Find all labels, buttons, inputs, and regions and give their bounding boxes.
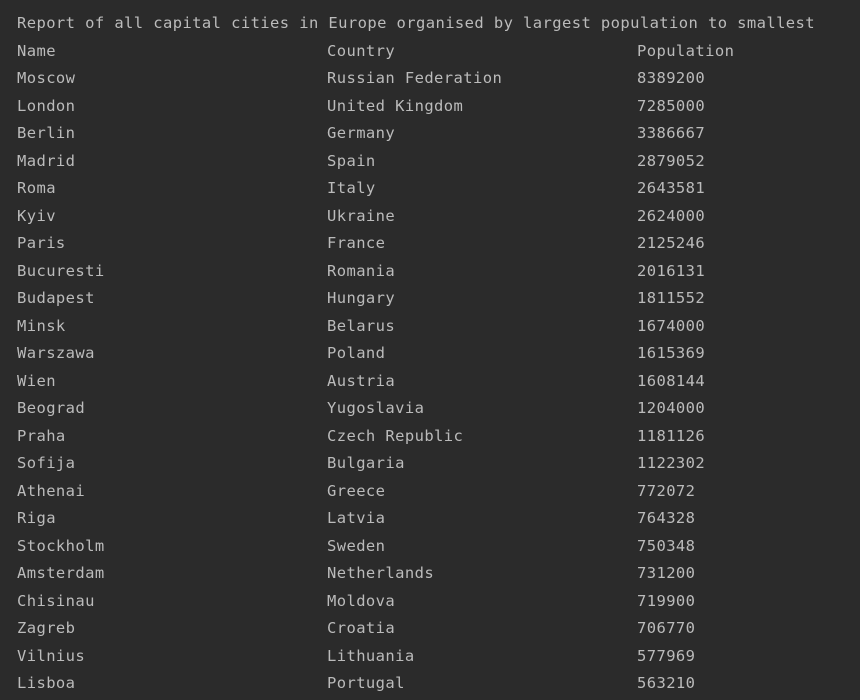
cell-population: 2016131 bbox=[637, 261, 706, 280]
table-row: Athenai Greece 772072 bbox=[17, 478, 860, 506]
cell-population: 706770 bbox=[637, 619, 696, 637]
cell-country: Germany bbox=[327, 124, 396, 142]
cell-population: 1181126 bbox=[637, 426, 706, 445]
table-row: Kyiv Ukraine 2624000 bbox=[17, 203, 860, 231]
cell-population: 731200 bbox=[637, 564, 696, 582]
cell-country: Hungary bbox=[327, 289, 396, 307]
table-row: Stockholm Sweden 750348 bbox=[17, 533, 860, 561]
cell-country: Moldova bbox=[327, 591, 396, 610]
report-title: Report of all capital cities in Europe o… bbox=[17, 14, 816, 32]
table-row: Budapest Hungary 1811552 bbox=[17, 285, 860, 313]
table-row: Riga Latvia 764328 bbox=[17, 505, 860, 533]
cell-name: Sofija bbox=[17, 454, 76, 472]
table-row: Vilnius Lithuania 577969 bbox=[17, 643, 860, 671]
cell-country: Croatia bbox=[327, 619, 396, 637]
cell-name: Moscow bbox=[17, 69, 76, 87]
table-row: Madrid Spain 2879052 bbox=[17, 148, 860, 176]
cell-population: 1122302 bbox=[637, 454, 706, 472]
cell-name: Zagreb bbox=[17, 619, 76, 637]
cell-name: Paris bbox=[17, 234, 66, 252]
cell-population: 2624000 bbox=[637, 206, 706, 225]
table-row: Beograd Yugoslavia 1204000 bbox=[17, 395, 860, 423]
cell-name: Berlin bbox=[17, 124, 76, 142]
cell-name: Wien bbox=[17, 371, 56, 390]
table-row: Amsterdam Netherlands 731200 bbox=[17, 560, 860, 588]
table-row: Wien Austria 1608144 bbox=[17, 368, 860, 396]
header-population: Population bbox=[637, 41, 735, 60]
cell-name: Amsterdam bbox=[17, 564, 105, 582]
cell-country: Portugal bbox=[327, 674, 405, 692]
cell-population: 764328 bbox=[637, 509, 696, 527]
cell-name: Minsk bbox=[17, 316, 66, 335]
cell-country: Yugoslavia bbox=[327, 399, 425, 417]
table-row: Roma Italy 2643581 bbox=[17, 175, 860, 203]
cell-name: Vilnius bbox=[17, 646, 86, 665]
cell-country: Italy bbox=[327, 179, 376, 197]
cell-country: Spain bbox=[327, 151, 376, 170]
cell-population: 1615369 bbox=[637, 344, 706, 362]
cell-population: 772072 bbox=[637, 481, 696, 500]
cell-population: 7285000 bbox=[637, 96, 706, 115]
cell-population: 577969 bbox=[637, 646, 696, 665]
cell-population: 1204000 bbox=[637, 399, 706, 417]
cell-name: Roma bbox=[17, 179, 56, 197]
cell-name: Lisboa bbox=[17, 674, 76, 692]
table-row: Moscow Russian Federation 8389200 bbox=[17, 65, 860, 93]
cell-country: Romania bbox=[327, 261, 396, 280]
cell-country: Belarus bbox=[327, 316, 396, 335]
table-row: Berlin Germany 3386667 bbox=[17, 120, 860, 148]
cell-name: Budapest bbox=[17, 289, 95, 307]
table-row: Warszawa Poland 1615369 bbox=[17, 340, 860, 368]
cell-name: Madrid bbox=[17, 151, 76, 170]
cell-population: 750348 bbox=[637, 536, 696, 555]
table-row: Praha Czech Republic 1181126 bbox=[17, 423, 860, 451]
cell-name: Chisinau bbox=[17, 591, 95, 610]
cell-country: Czech Republic bbox=[327, 426, 464, 445]
cell-country: United Kingdom bbox=[327, 96, 464, 115]
cell-name: Riga bbox=[17, 509, 56, 527]
cell-country: Poland bbox=[327, 344, 386, 362]
cell-country: Ukraine bbox=[327, 206, 396, 225]
cell-population: 563210 bbox=[637, 674, 696, 692]
cell-country: Greece bbox=[327, 481, 386, 500]
table-body: Moscow Russian Federation 8389200 London Uni… bbox=[17, 65, 860, 698]
cell-population: 1674000 bbox=[637, 316, 706, 335]
cell-country: Sweden bbox=[327, 536, 386, 555]
table-row: Minsk Belarus 1674000 bbox=[17, 313, 860, 341]
cell-name: Bucuresti bbox=[17, 261, 105, 280]
header-row: Name Country Population bbox=[17, 38, 860, 66]
table-row: London United Kingdom 7285000 bbox=[17, 93, 860, 121]
table-row: Zagreb Croatia 706770 bbox=[17, 615, 860, 643]
cell-name: Stockholm bbox=[17, 536, 105, 555]
table-row: Paris France 2125246 bbox=[17, 230, 860, 258]
cell-name: London bbox=[17, 96, 76, 115]
table-row: Sofija Bulgaria 1122302 bbox=[17, 450, 860, 478]
cell-population: 1608144 bbox=[637, 371, 706, 390]
cell-population: 8389200 bbox=[637, 69, 706, 87]
cell-country: Netherlands bbox=[327, 564, 435, 582]
cell-population: 2879052 bbox=[637, 151, 706, 170]
cell-name: Kyiv bbox=[17, 206, 56, 225]
cell-country: Austria bbox=[327, 371, 396, 390]
header-country: Country bbox=[327, 41, 396, 60]
cell-population: 2125246 bbox=[637, 234, 706, 252]
cell-country: Bulgaria bbox=[327, 454, 405, 472]
cell-name: Warszawa bbox=[17, 344, 95, 362]
cell-population: 2643581 bbox=[637, 179, 706, 197]
cell-country: Russian Federation bbox=[327, 69, 503, 87]
cell-country: France bbox=[327, 234, 386, 252]
table-row: Chisinau Moldova 719900 bbox=[17, 588, 860, 616]
cell-population: 1811552 bbox=[637, 289, 706, 307]
cell-country: Lithuania bbox=[327, 646, 415, 665]
cell-name: Praha bbox=[17, 426, 66, 445]
table-row: Bucuresti Romania 2016131 bbox=[17, 258, 860, 286]
table-row: Lisboa Portugal 563210 bbox=[17, 670, 860, 698]
cell-population: 3386667 bbox=[637, 124, 706, 142]
cell-country: Latvia bbox=[327, 509, 386, 527]
cell-population: 719900 bbox=[637, 591, 696, 610]
cell-name: Athenai bbox=[17, 481, 86, 500]
cell-name: Beograd bbox=[17, 399, 86, 417]
header-name: Name bbox=[17, 41, 56, 60]
